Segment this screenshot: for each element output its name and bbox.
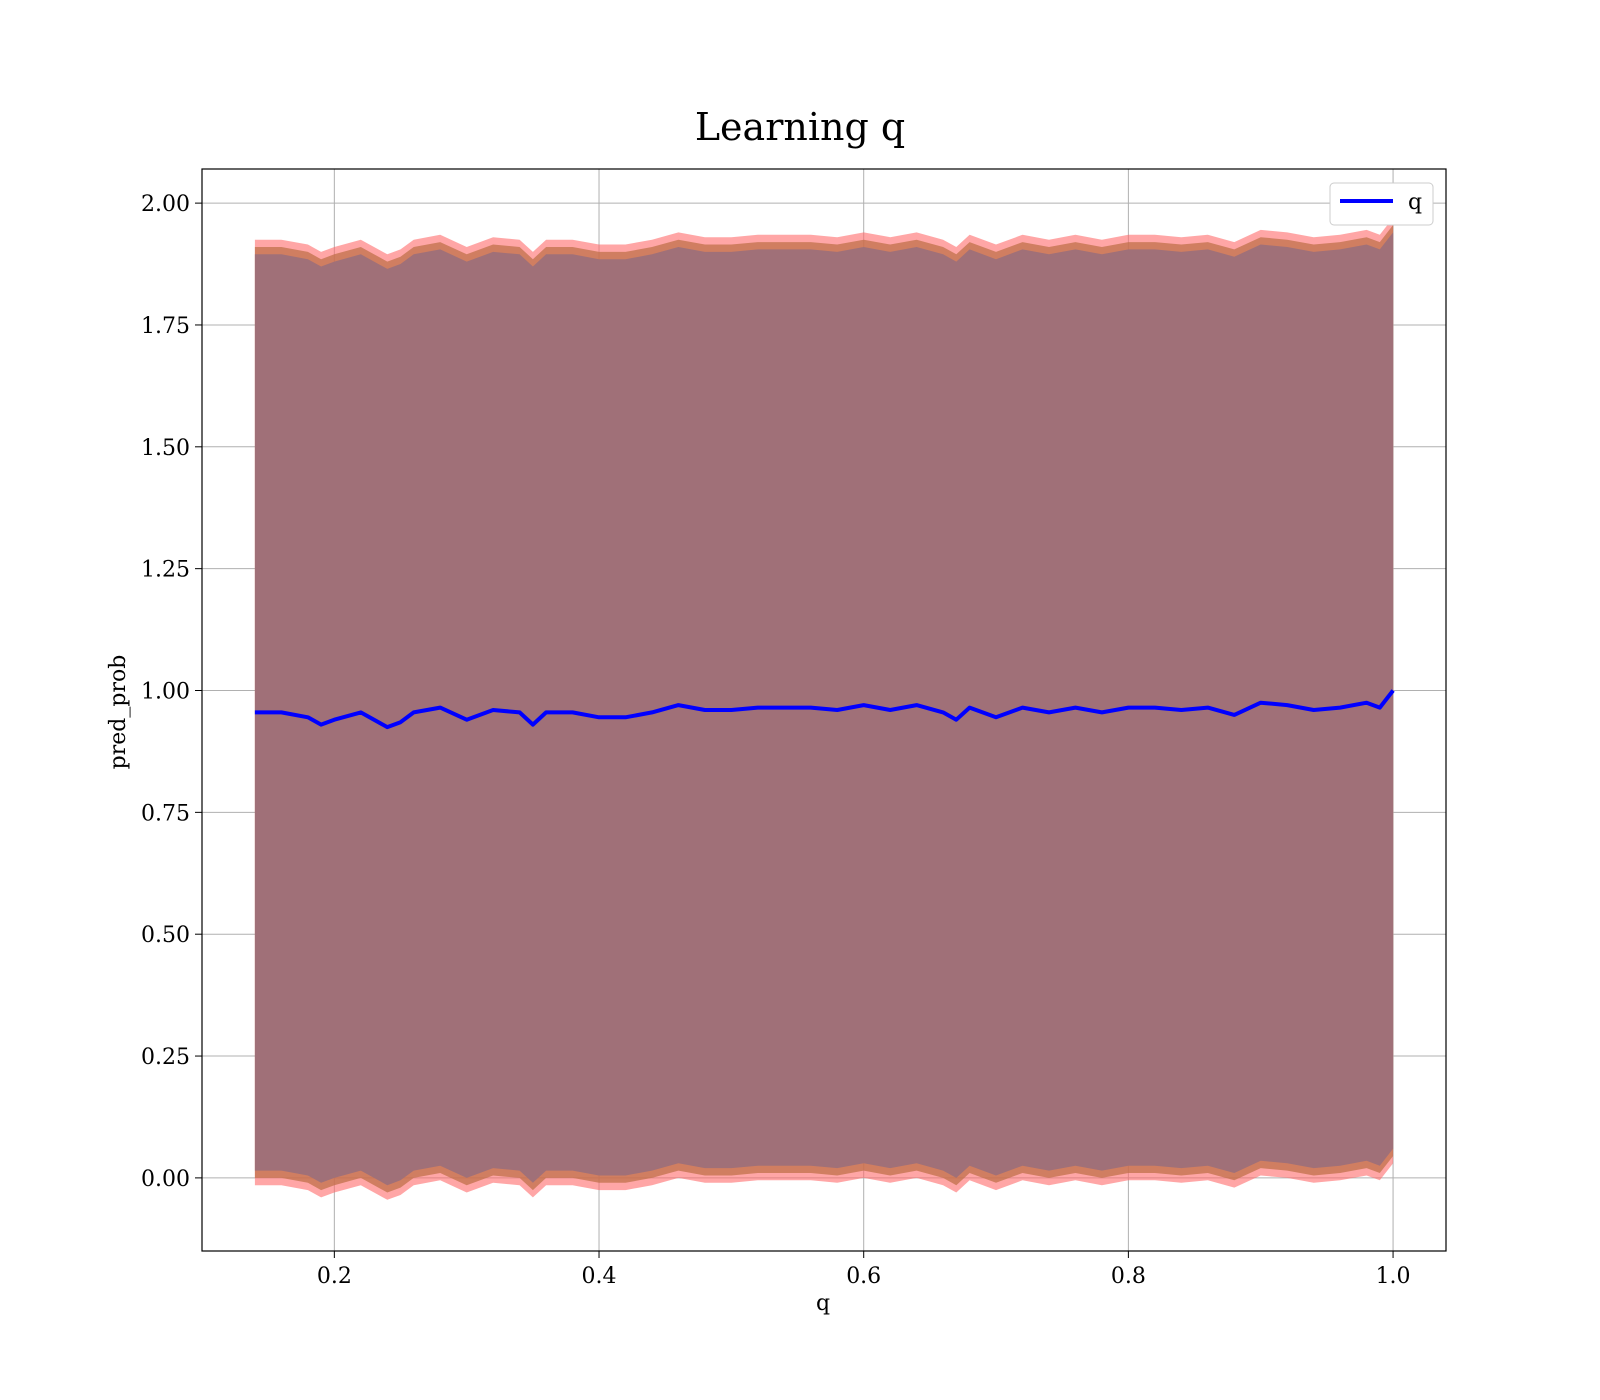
- legend-label-q: q: [1408, 190, 1422, 215]
- legend: q: [1329, 182, 1434, 226]
- y-tick-label: 0.50: [141, 923, 190, 948]
- plot-frame: [201, 168, 1447, 1252]
- y-tick-label: 1.50: [141, 436, 190, 461]
- y-tick-label: 0.75: [141, 801, 190, 826]
- series-lines: [254, 689, 1395, 730]
- y-axis-label: pred_prob: [106, 655, 131, 770]
- y-tick-label: 0.25: [141, 1045, 190, 1070]
- x-tick-label: 0.2: [317, 1264, 352, 1289]
- x-tick-label: 0.6: [846, 1264, 881, 1289]
- x-axis-label: q: [816, 1291, 830, 1316]
- y-tick-label: 1.75: [141, 314, 190, 339]
- x-axis-ticks: 0.2 0.4 0.6 0.8 1.0: [317, 1251, 1411, 1289]
- y-tick-label: 1.25: [141, 558, 190, 583]
- chart-title: Learning q: [695, 105, 905, 149]
- x-tick-label: 1.0: [1376, 1264, 1411, 1289]
- x-tick-label: 0.8: [1111, 1264, 1146, 1289]
- legend-box: [1329, 182, 1434, 226]
- series-line-q: [254, 689, 1395, 730]
- y-axis-ticks: 0.00 0.25 0.50 0.75 1.00 1.25 1.50 1.75 2.00: [141, 192, 202, 1192]
- y-tick-label: 1.00: [141, 680, 190, 705]
- y-tick-label: 2.00: [141, 192, 190, 217]
- y-tick-label: 0.00: [141, 1167, 190, 1192]
- x-tick-label: 0.4: [582, 1264, 617, 1289]
